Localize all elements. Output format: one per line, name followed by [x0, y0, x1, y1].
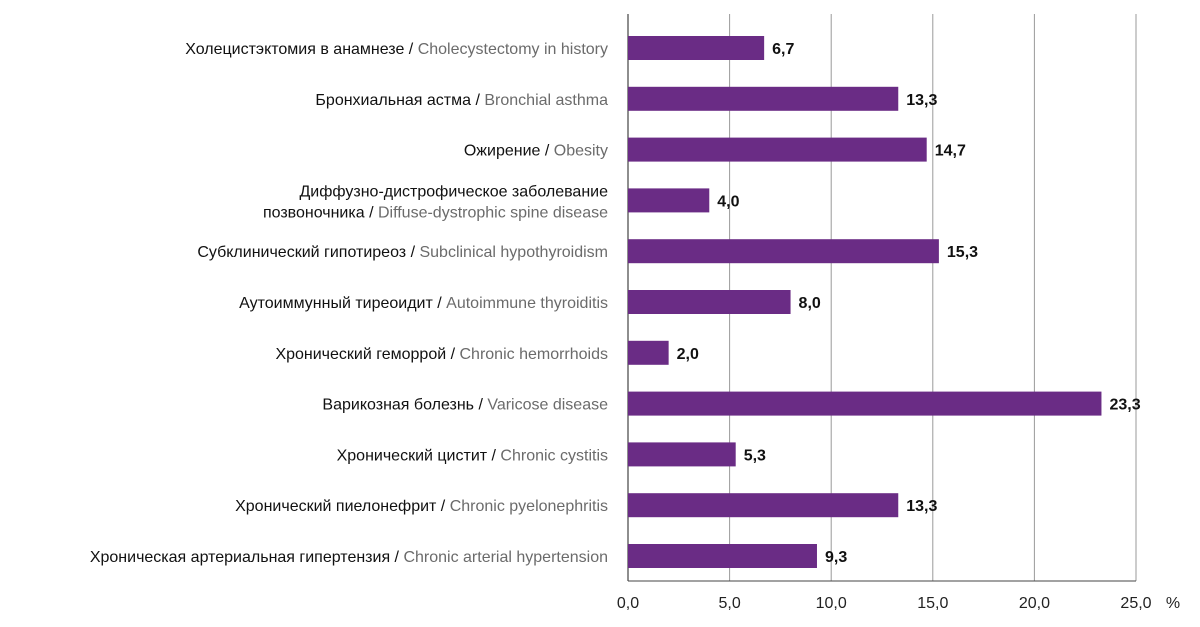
- bar: [628, 544, 817, 568]
- data-label: 5,3: [744, 447, 766, 464]
- category-label: Ожирение / Obesity: [464, 143, 608, 160]
- data-label: 13,3: [906, 92, 937, 109]
- category-label: Хронический цистит / Chronic cystitis: [337, 447, 608, 464]
- bar: [628, 188, 710, 213]
- x-tick-label: 25,0: [1120, 595, 1151, 612]
- data-label: 15,3: [947, 244, 978, 261]
- bar: [628, 86, 899, 111]
- x-tick-label: 5,0: [718, 595, 740, 612]
- bar: [628, 391, 1102, 416]
- x-tick-label: 20,0: [1019, 595, 1050, 612]
- data-label: 2,0: [677, 346, 699, 363]
- bar: [628, 36, 765, 60]
- category-label: Хроническая артериальная гипертензия / C…: [90, 549, 608, 566]
- category-label: Бронхиальная астма / Bronchial asthma: [315, 92, 608, 109]
- category-label: позвоночника / Diffuse-dystrophic spine …: [263, 204, 608, 221]
- data-label: 8,0: [799, 295, 821, 312]
- data-label: 13,3: [906, 498, 937, 515]
- x-axis-label: %: [1166, 595, 1180, 612]
- category-label: Хронический пиелонефрит / Chronic pyelon…: [235, 498, 608, 515]
- data-label: 14,7: [935, 143, 966, 160]
- category-label: Субклинический гипотиреоз / Subclinical …: [197, 244, 608, 261]
- bar: [628, 493, 899, 518]
- category-label: Диффузно-дистрофическое заболевание: [299, 183, 608, 200]
- category-label: Холецистэктомия в анамнезе / Cholecystec…: [185, 41, 608, 58]
- bar: [628, 137, 927, 162]
- category-label: Хронический геморрой / Chronic hemorrhoi…: [275, 346, 608, 363]
- category-label: Аутоиммунный тиреоидит / Autoimmune thyr…: [239, 295, 608, 312]
- bar: [628, 239, 939, 264]
- data-label: 4,0: [717, 193, 739, 210]
- x-tick-label: 10,0: [816, 595, 847, 612]
- data-label: 6,7: [772, 41, 794, 58]
- data-label: 23,3: [1109, 397, 1140, 414]
- bar: [628, 290, 791, 314]
- x-tick-label: 15,0: [917, 595, 948, 612]
- bar: [628, 442, 736, 467]
- bar: [628, 340, 669, 365]
- data-label: 9,3: [825, 549, 847, 566]
- category-label: Варикозная болезнь / Varicose disease: [322, 397, 608, 414]
- x-tick-label: 0,0: [617, 595, 639, 612]
